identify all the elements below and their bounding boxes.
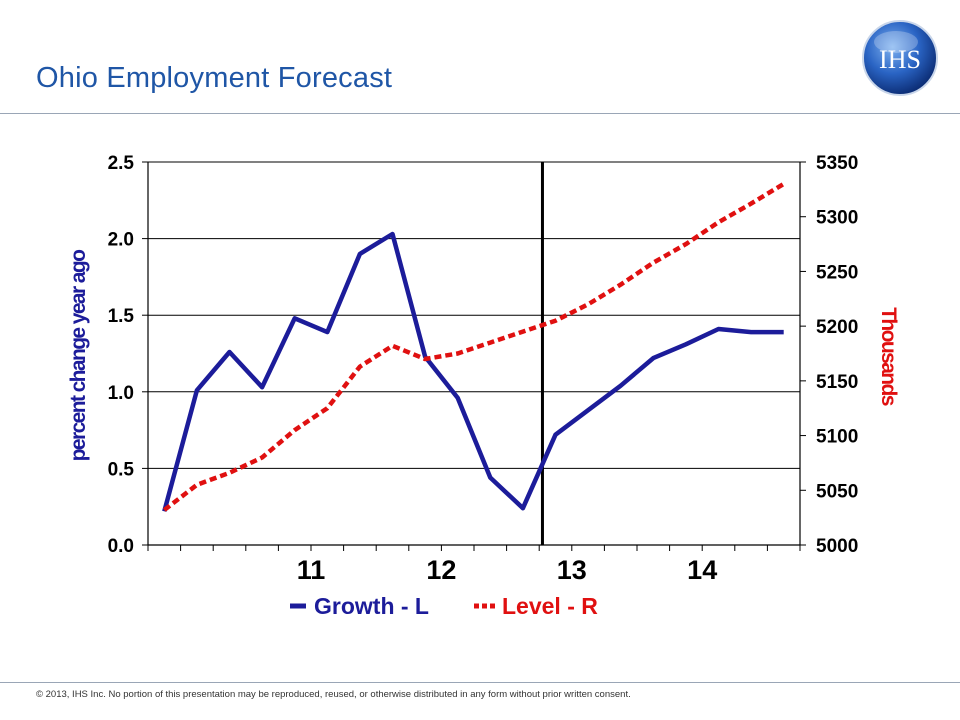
left-tick-label: 1.5	[108, 306, 135, 327]
x-tick-label: 13	[557, 555, 587, 585]
x-tick-label: 11	[297, 555, 326, 585]
right-tick-label: 5050	[816, 481, 858, 502]
level-series-line	[162, 181, 785, 512]
right-tick-label: 5300	[816, 208, 858, 229]
x-tick-label: 14	[687, 555, 717, 585]
right-tick-label: 5000	[816, 536, 858, 557]
legend-label-growth: Growth - L	[314, 593, 429, 619]
left-tick-label: 1.0	[108, 383, 134, 404]
employment-chart: 0.00.51.01.52.02.5 500050505100515052005…	[67, 153, 900, 619]
x-tick-label: 12	[426, 555, 456, 585]
legend-label-level: Level - R	[502, 593, 598, 619]
legend: Growth - L Level - R	[290, 593, 598, 619]
series-lines	[162, 162, 785, 545]
growth-series-line	[162, 231, 784, 512]
x-axis-ticks: 11 12 13 14	[147, 545, 801, 585]
right-axis-title: Thousands	[877, 307, 900, 406]
right-tick-label: 5250	[816, 262, 858, 283]
right-tick-label: 5350	[816, 153, 858, 174]
svg-text:IHS: IHS	[879, 45, 921, 74]
gridlines	[148, 161, 800, 546]
left-axis-ticks: 0.0 0.5 1.0 1.5 2.0 2.5	[108, 153, 148, 557]
plot-frame	[147, 162, 801, 546]
right-tick-label: 5100	[816, 427, 858, 448]
ihs-logo: IHS	[862, 20, 938, 96]
right-tick-label: 5200	[816, 317, 858, 338]
right-tick-label: 5150	[816, 372, 858, 393]
footer-divider	[0, 682, 960, 683]
right-axis-ticks: 5000 5050 5100 5150 5200 5250 5300 5350	[800, 153, 858, 557]
left-tick-label: 2.5	[108, 153, 135, 174]
title-divider	[0, 113, 960, 114]
left-tick-label: 0.0	[108, 536, 134, 557]
left-axis-title: percent change year ago	[67, 250, 90, 461]
left-tick-label: 2.0	[108, 230, 134, 251]
left-tick-label: 0.5	[108, 459, 135, 480]
page-title: Ohio Employment Forecast	[36, 62, 393, 94]
copyright-footer: © 2013, IHS Inc. No portion of this pres…	[36, 689, 631, 700]
